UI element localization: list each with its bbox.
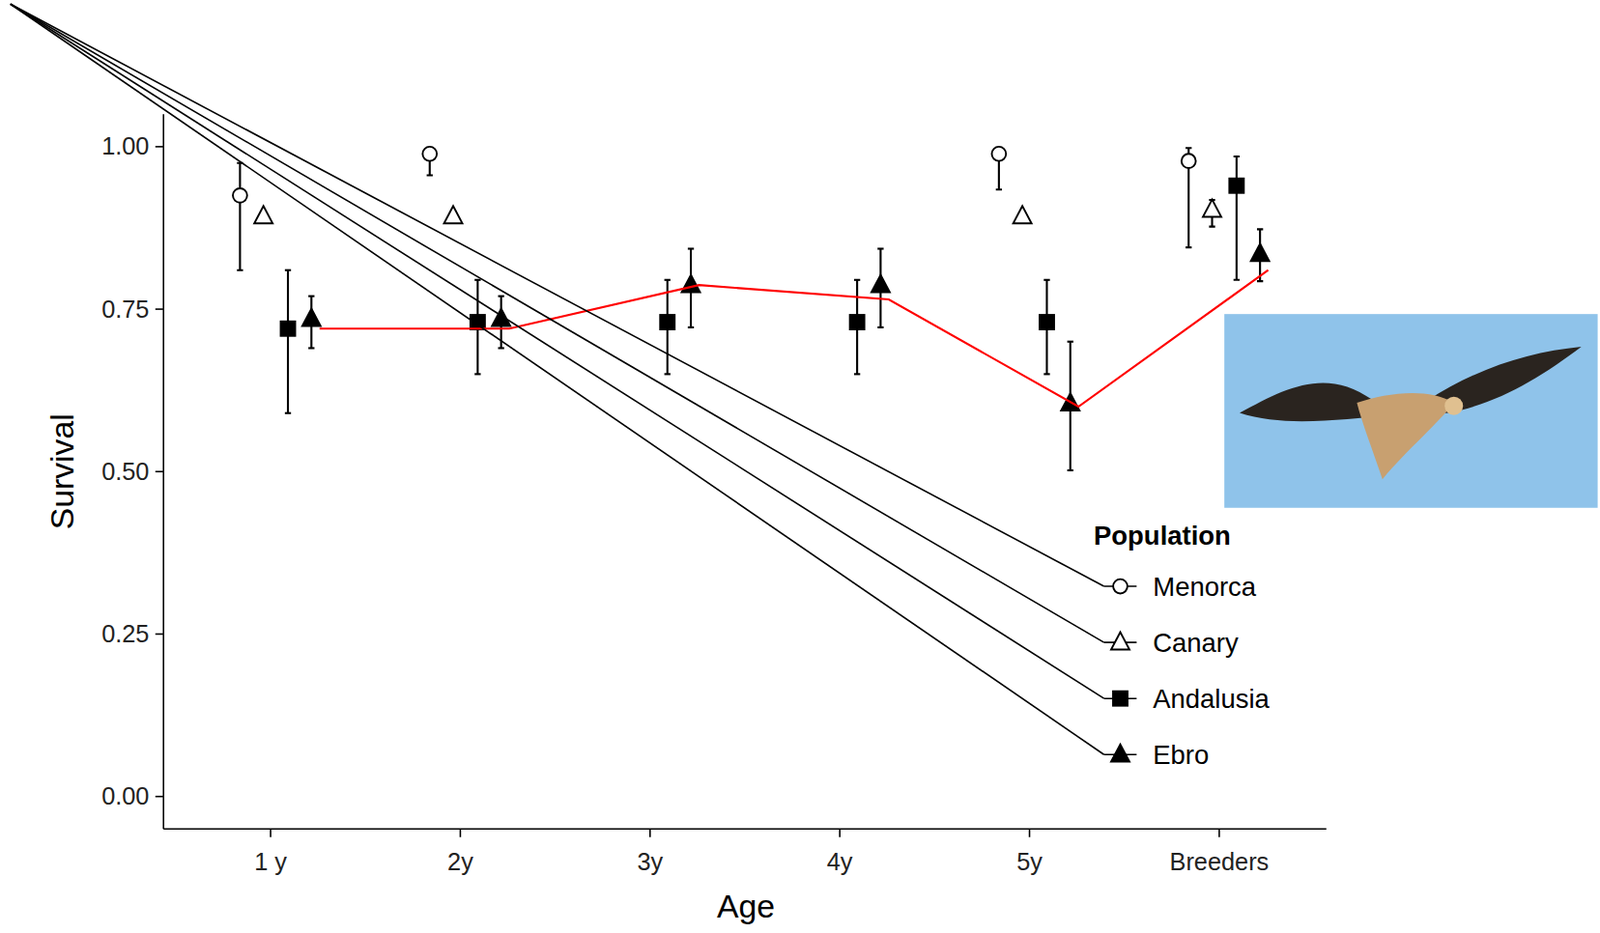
legend: Population Menorca Canary Andalusia Ebro (10, 3, 1271, 771)
x-tick-label: 5y (1016, 848, 1043, 876)
y-tick-label: 0.50 (101, 457, 149, 486)
legend-leader (10, 3, 1105, 587)
point (1181, 153, 1197, 169)
error-bar (236, 163, 243, 271)
legend-marker (1112, 690, 1129, 708)
legend-title: Population (1093, 520, 1231, 551)
point (280, 320, 297, 338)
x-tick (1028, 828, 1031, 837)
point (302, 309, 321, 327)
legend-leader (10, 3, 1105, 755)
photo-bird-head (1444, 397, 1463, 416)
x-tick (838, 828, 841, 837)
legend-marker (1113, 579, 1128, 595)
x-tick-label: 3y (636, 848, 663, 876)
point (232, 188, 248, 203)
x-tick (269, 828, 272, 837)
series-3 (302, 228, 1270, 471)
legend-marker (1111, 744, 1130, 763)
x-tick-label: Breeders (1170, 848, 1270, 876)
y-tick (155, 145, 164, 148)
point (1251, 243, 1270, 261)
photo-bird-body (1356, 393, 1454, 480)
legend-label: Canary (1152, 628, 1239, 658)
photo-sky (1224, 314, 1598, 509)
point (849, 314, 866, 331)
y-tick (155, 470, 164, 473)
error-bar (1233, 156, 1240, 281)
y-tick-label: 0.00 (101, 782, 149, 810)
legend-leader (10, 3, 1105, 699)
point (444, 205, 463, 224)
x-axis (163, 828, 1327, 831)
x-tick (459, 828, 462, 837)
y-tick-label: 1.00 (101, 132, 149, 160)
legend-label: Andalusia (1152, 684, 1270, 715)
legend-label: Menorca (1152, 571, 1257, 602)
point (1013, 205, 1032, 224)
plot-area (232, 146, 1270, 471)
x-tick-label: 2y (447, 848, 474, 876)
point (254, 205, 273, 224)
x-axis-title: Age (716, 887, 775, 925)
x-tick-label: 1 y (254, 848, 287, 876)
x-tick-label: 4y (827, 848, 854, 876)
point (658, 314, 676, 331)
x-tick (649, 828, 652, 837)
y-tick-label: 0.25 (101, 620, 149, 648)
point (1228, 177, 1245, 195)
error-bar (285, 270, 291, 414)
legend-leader (10, 3, 1105, 643)
chart: 0.00 0.25 0.50 0.75 1.00 1 y 2y 3y 4y 5y Breeders A… (0, 0, 1600, 933)
photo (1224, 314, 1598, 509)
series-2 (280, 156, 1246, 414)
point (1202, 200, 1222, 218)
legend-label: Ebro (1152, 740, 1209, 771)
point (422, 146, 437, 162)
series-1 (254, 200, 1222, 228)
y-tick-label: 0.75 (101, 295, 149, 323)
point (871, 275, 890, 293)
point (991, 146, 1006, 162)
y-tick (155, 633, 164, 636)
legend-marker (1111, 632, 1130, 651)
point (1038, 314, 1056, 331)
point (682, 275, 701, 293)
y-axis-title: Survival (43, 413, 81, 530)
y-tick (155, 796, 164, 799)
series-0 (232, 146, 1197, 271)
x-tick (1218, 828, 1221, 837)
y-tick (155, 308, 164, 311)
